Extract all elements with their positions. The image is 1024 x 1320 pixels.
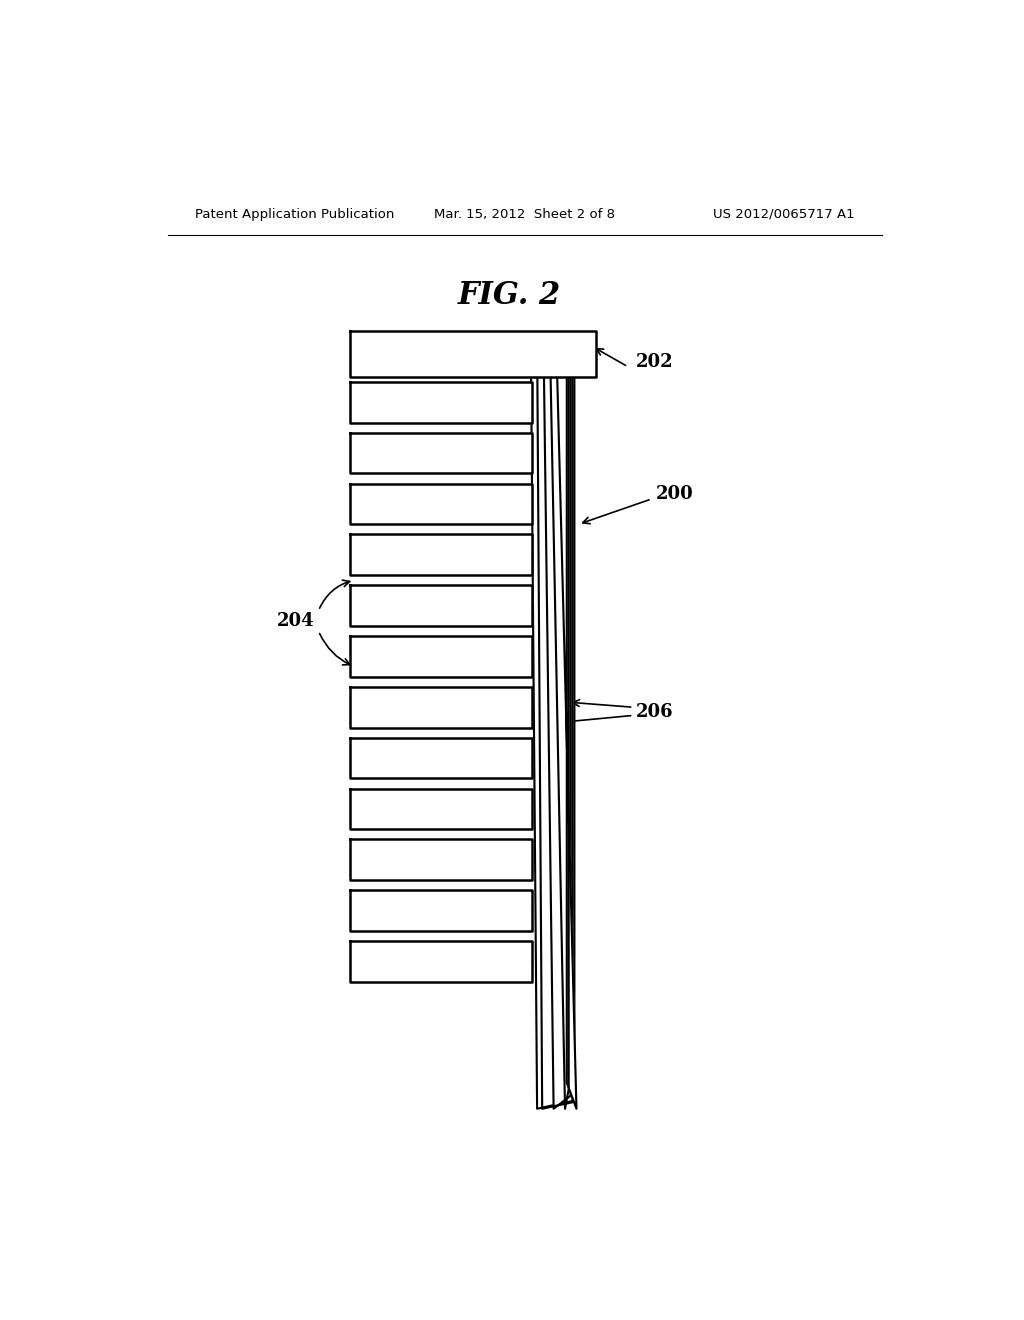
Polygon shape: [350, 840, 532, 880]
Text: US 2012/0065717 A1: US 2012/0065717 A1: [713, 207, 854, 220]
Polygon shape: [350, 890, 532, 931]
Polygon shape: [350, 941, 532, 982]
Polygon shape: [538, 337, 572, 1109]
Text: 206: 206: [636, 704, 674, 721]
Text: 204: 204: [276, 612, 314, 630]
Polygon shape: [550, 337, 568, 1109]
Text: 200: 200: [655, 484, 693, 503]
Polygon shape: [350, 636, 532, 677]
Polygon shape: [544, 337, 570, 1109]
Text: Patent Application Publication: Patent Application Publication: [196, 207, 395, 220]
Polygon shape: [350, 788, 532, 829]
Polygon shape: [350, 686, 532, 727]
Polygon shape: [350, 381, 532, 422]
Polygon shape: [350, 535, 532, 576]
Polygon shape: [556, 337, 577, 1109]
Polygon shape: [350, 738, 532, 779]
Polygon shape: [350, 483, 532, 524]
Text: 202: 202: [636, 352, 674, 371]
Text: Mar. 15, 2012  Sheet 2 of 8: Mar. 15, 2012 Sheet 2 of 8: [434, 207, 615, 220]
Polygon shape: [530, 337, 574, 1109]
Text: FIG. 2: FIG. 2: [458, 280, 560, 312]
Polygon shape: [350, 433, 532, 474]
Polygon shape: [350, 331, 596, 378]
Polygon shape: [350, 585, 532, 626]
